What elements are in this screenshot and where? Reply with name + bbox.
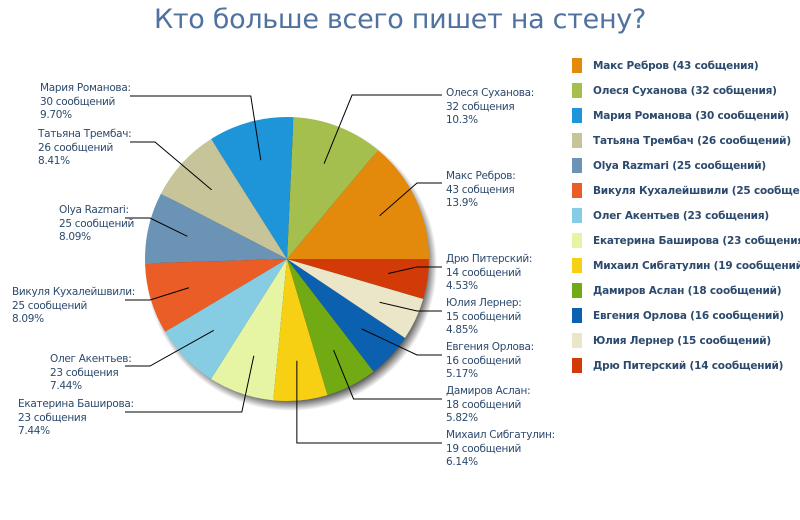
slice-label-olya: Olya Razmari: 25 сообщений 8.09% — [59, 204, 135, 243]
slice-label-olesya: Олеся Суханова: 32 собщения 10.3% — [446, 87, 535, 126]
slice-label-ekaterina: Екатерина Баширова: 23 собщения 7.44% — [18, 398, 134, 437]
legend-swatch — [572, 233, 582, 248]
leader-line — [130, 141, 212, 191]
leader-line — [323, 94, 442, 164]
pie-slice[interactable] — [273, 259, 328, 402]
slice-label-dryu: Дрю Питерский: 14 сообщений 4.53% — [446, 253, 533, 292]
leader-line — [125, 329, 215, 367]
legend-item[interactable]: Евгения Орлова (16 сообщений) — [572, 303, 800, 328]
legend-label: Дрю Питерский (14 сообщений) — [593, 359, 784, 372]
legend-item[interactable]: Дамиров Аслан (18 сообщений) — [572, 278, 800, 303]
leader-line — [125, 217, 188, 237]
legend-swatch — [572, 283, 582, 298]
legend-label: Мария Романова (30 сообщений) — [593, 109, 789, 122]
leader-line — [388, 266, 442, 274]
legend-swatch — [572, 308, 582, 323]
leader-line — [125, 355, 255, 413]
slice-label-damirov: Дамиров Аслан: 18 сообщений 5.82% — [446, 385, 531, 424]
legend-item[interactable]: Екатерина Баширова (23 собщения) — [572, 228, 800, 253]
pie-slice[interactable] — [160, 139, 287, 259]
pie-slice[interactable] — [287, 259, 406, 372]
legend-label: Макс Ребров (43 собщения) — [593, 59, 759, 72]
pie-slice[interactable] — [165, 259, 287, 379]
leader-line — [125, 287, 190, 301]
legend-swatch — [572, 158, 582, 173]
legend-label: Юлия Лернер (15 сообщений) — [593, 334, 772, 347]
slice-label-mariya: Мария Романова: 30 сообщений 9.70% — [40, 82, 131, 121]
leader-line — [379, 301, 442, 312]
legend-label: Викуля Кухалейшвили (25 сообщени — [593, 184, 800, 197]
pie-slice[interactable] — [287, 150, 429, 259]
legend-swatch — [572, 108, 582, 123]
legend-item[interactable]: Дрю Питерский (14 сообщений) — [572, 353, 800, 378]
legend-swatch — [572, 58, 582, 73]
legend-item[interactable]: Олег Акентьев (23 собщения) — [572, 203, 800, 228]
pie-slice[interactable] — [287, 117, 379, 260]
pie-slice[interactable] — [287, 259, 424, 338]
legend-label: Дамиров Аслан (18 сообщений) — [593, 284, 782, 297]
leader-line — [296, 360, 442, 444]
legend-swatch — [572, 83, 582, 98]
leader-line — [361, 328, 442, 356]
legend-swatch — [572, 133, 582, 148]
legend-label: Олег Акентьев (23 собщения) — [593, 209, 769, 222]
leader-line — [333, 349, 442, 400]
chart-legend: Макс Ребров (43 собщения) Олеся Суханова… — [572, 53, 800, 378]
legend-label: Евгения Орлова (16 сообщений) — [593, 309, 784, 322]
slice-label-oleg: Олег Акентьев: 23 собщения 7.44% — [50, 353, 132, 392]
slice-label-mikhail: Михаил Сибгатулин: 19 сообщений 6.14% — [446, 429, 555, 468]
legend-swatch — [572, 333, 582, 348]
slice-label-evgeniya: Евгения Орлова: 16 сообщений 5.17% — [446, 341, 534, 380]
legend-label: Михаил Сибгатулин (19 сообщений) — [593, 259, 800, 272]
legend-item[interactable]: Олеся Суханова (32 собщения) — [572, 78, 800, 103]
legend-label: Olya Razmari (25 сообщений) — [593, 159, 766, 172]
pie-slice[interactable] — [145, 259, 287, 332]
legend-label: Татьяна Трембач (26 сообщений) — [593, 134, 791, 147]
slice-label-tatyana: Татьяна Трембач: 26 сообщений 8.41% — [38, 128, 132, 167]
leader-line — [130, 95, 262, 161]
legend-swatch — [572, 183, 582, 198]
legend-swatch — [572, 208, 582, 223]
legend-item[interactable]: Мария Романова (30 сообщений) — [572, 103, 800, 128]
pie-slice[interactable] — [211, 117, 294, 259]
pie-slice[interactable] — [287, 259, 429, 299]
pie-slice[interactable] — [287, 259, 374, 396]
pie-slice[interactable] — [145, 193, 287, 264]
pie-slice[interactable] — [211, 259, 287, 401]
legend-item[interactable]: Макс Ребров (43 собщения) — [572, 53, 800, 78]
chart-title: Кто больше всего пишет на стену? — [153, 4, 647, 35]
legend-item[interactable]: Татьяна Трембач (26 сообщений) — [572, 128, 800, 153]
legend-label: Олеся Суханова (32 собщения) — [593, 84, 777, 97]
legend-item[interactable]: Olya Razmari (25 сообщений) — [572, 153, 800, 178]
slice-label-yuliya: Юлия Лернер: 15 сообщений 4.85% — [446, 297, 522, 336]
legend-item[interactable]: Михаил Сибгатулин (19 сообщений) — [572, 253, 800, 278]
pie-slices — [145, 117, 429, 402]
leader-line — [379, 182, 442, 217]
leader-lines — [125, 94, 442, 444]
slice-label-maks: Макс Ребров: 43 собщения 13.9% — [446, 170, 516, 209]
legend-label: Екатерина Баширова (23 собщения) — [593, 234, 800, 247]
legend-item[interactable]: Викуля Кухалейшвили (25 сообщени — [572, 178, 800, 203]
legend-swatch — [572, 358, 582, 373]
legend-swatch — [572, 258, 582, 273]
slice-label-vikulya: Викуля Кухалейшвили: 25 сообщений 8.09% — [12, 286, 135, 325]
legend-item[interactable]: Юлия Лернер (15 сообщений) — [572, 328, 800, 353]
